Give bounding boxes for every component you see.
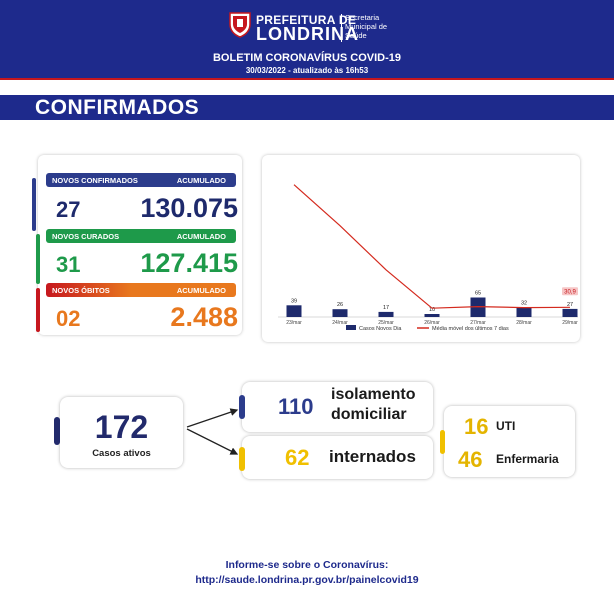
- isolamento-value: 110: [278, 394, 314, 419]
- section-banner: [0, 95, 614, 120]
- curados-accent-bar: [36, 234, 40, 284]
- bar-29-mar: [562, 308, 578, 317]
- active-accent-bar: [54, 417, 60, 445]
- annotation-label: 30,9: [564, 289, 576, 295]
- uti-label: UTI: [496, 419, 516, 433]
- bulletin-title: BOLETIM CORONAVÍRUS COVID-19: [212, 52, 402, 64]
- header-separator: [341, 14, 342, 42]
- curados-header: NOVOS CURADOS ACUMULADO: [46, 229, 236, 243]
- legend-bar-label: Casos Novos Dia: [359, 326, 402, 332]
- curados-label: NOVOS CURADOS: [52, 232, 120, 241]
- x-tick-label: 24/mar: [332, 320, 348, 326]
- arrow-to-isolamento: [186, 408, 239, 428]
- x-tick-label: 28/mar: [516, 320, 532, 326]
- section-title: CONFIRMADOS: [35, 96, 200, 119]
- enfermaria-value: 46: [458, 447, 483, 472]
- bar-label: 65: [475, 291, 481, 297]
- internados-accent-bar: [239, 447, 245, 471]
- confirmados-accent-bar: [32, 178, 36, 231]
- confirmados-label: NOVOS CONFIRMADOS: [52, 176, 138, 185]
- header-border: [0, 78, 614, 80]
- obitos-total-value: 2.488: [170, 302, 238, 332]
- hospital-accent-bar: [440, 430, 445, 454]
- enfermaria-label: Enfermaria: [496, 452, 559, 466]
- obitos-header: NOVOS ÓBITOS ACUMULADO: [46, 283, 236, 297]
- confirmados-header: NOVOS CONFIRMADOS ACUMULADO: [46, 173, 236, 187]
- obitos-new-value: 02: [56, 306, 81, 331]
- branch-arrows: [186, 408, 239, 455]
- bulletin-date: 30/03/2022 - atualizado às 16h53: [245, 66, 369, 75]
- x-tick-label: 27/mar: [470, 320, 486, 326]
- bar-25-mar: [378, 311, 394, 317]
- bar-label: 27: [567, 302, 573, 308]
- arrow-to-internados: [186, 428, 239, 455]
- curados-total-value: 127.415: [140, 248, 238, 278]
- curados-new-value: 31: [56, 252, 81, 277]
- moving-average-line: [293, 184, 571, 309]
- isolamento-label: isolamento domiciliar: [331, 386, 416, 423]
- internados-box: [242, 436, 433, 479]
- bar-label: 32: [521, 300, 527, 306]
- confirmados-new-value: 27: [56, 197, 81, 222]
- bar-28-mar: [516, 307, 532, 317]
- prefeitura-label: PREFEITURA DE: [256, 13, 357, 27]
- active-total-box: [60, 397, 183, 468]
- bar-23-mar: [286, 305, 302, 317]
- uti-value: 16: [464, 414, 489, 439]
- footer-link[interactable]: http://saude.londrina.pr.gov.br/painelco…: [195, 574, 419, 586]
- isolamento-accent-bar: [239, 395, 245, 419]
- internados-label: internados: [329, 447, 416, 466]
- hospital-box: [444, 406, 575, 477]
- footer-info: Informe-se sobre o Coronavírus:: [225, 559, 389, 571]
- city-crest-icon: [229, 12, 251, 38]
- header-bar: [0, 0, 614, 78]
- cases-chart: 39 26 17 10 65 32 27 23/mar 24/mar 25/mar 26/mar 2…: [278, 184, 578, 332]
- obitos-label: NOVOS ÓBITOS: [52, 286, 110, 295]
- bar-label: 26: [337, 302, 343, 308]
- isolamento-box: [242, 382, 433, 432]
- legend-bar-swatch: [346, 325, 356, 330]
- annotation-box: [562, 287, 578, 296]
- obitos-accent-bar: [36, 288, 40, 332]
- bar-label: 39: [291, 298, 297, 304]
- obitos-acc-label: ACUMULADO: [176, 286, 226, 295]
- bar-label: 17: [383, 305, 389, 311]
- bar-24-mar: [332, 309, 348, 317]
- secretaria-label: Secretaria Municipal de Saúde: [345, 13, 388, 40]
- active-total-label: Casos ativos: [92, 448, 151, 459]
- bar-26-mar: [424, 314, 440, 317]
- x-tick-label: 29/mar: [562, 320, 578, 326]
- confirmados-acc-label: ACUMULADO: [176, 176, 226, 185]
- curados-acc-label: ACUMULADO: [176, 232, 226, 241]
- bar-label: 10: [429, 307, 435, 313]
- active-total-value: 172: [94, 409, 149, 445]
- confirmados-total-value: 130.075: [140, 193, 238, 223]
- x-tick-label: 26/mar: [424, 320, 440, 326]
- bar-27-mar: [470, 297, 486, 317]
- x-tick-label: 25/mar: [378, 320, 394, 326]
- x-tick-label: 23/mar: [286, 320, 302, 326]
- city-name: LONDRINA: [256, 24, 359, 44]
- internados-value: 62: [285, 445, 310, 470]
- legend-line-label: Média móvel dos últimos 7 dias: [432, 326, 509, 332]
